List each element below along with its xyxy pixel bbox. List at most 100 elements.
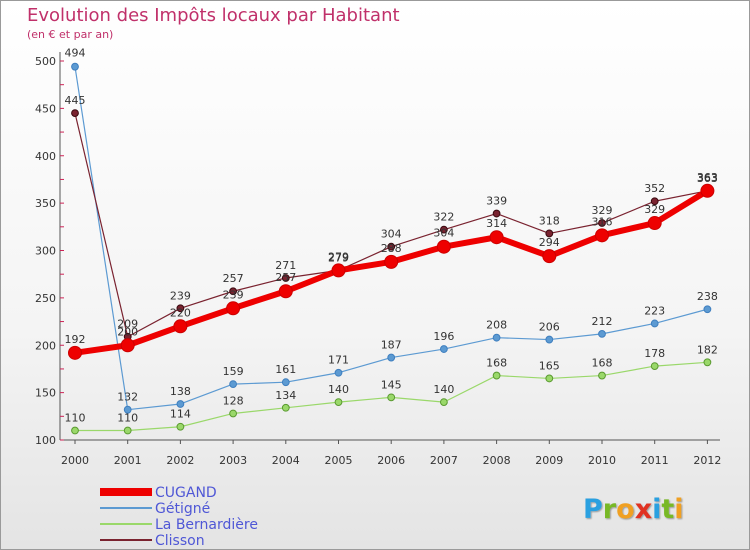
y-tick-label: 450 [35,102,56,115]
data-point-cugand [489,230,504,245]
data-label-g-tign-: 171 [328,354,349,367]
x-tick-label: 2009 [535,454,563,467]
data-point-clisson [387,242,396,251]
data-point-clisson [598,219,606,227]
data-point-cugand [595,228,609,243]
data-label-cugand: 279 [328,250,349,263]
data-point-g-tign- [440,345,448,353]
data-label-cugand: 316 [592,215,613,228]
y-tick-label: 100 [35,434,56,447]
series-line-cugand [72,187,711,356]
y-tick-label: 350 [35,197,56,210]
data-label-cugand: 220 [170,306,191,319]
data-label-la-bernardi-re: 128 [223,394,244,407]
data-label-g-tign-: 238 [697,290,718,303]
data-point-g-tign- [703,305,712,314]
y-tick-label: 200 [35,339,56,352]
data-label-cugand: 294 [539,236,560,249]
data-point-clisson [545,229,554,238]
y-tick-label: 150 [35,387,56,400]
data-label-clisson: 257 [223,272,244,285]
data-label-cugand: 363 [697,171,718,184]
data-label-g-tign-: 132 [117,391,138,404]
x-tick-label: 2000 [61,454,89,467]
data-label-la-bernardi-re: 168 [592,357,613,370]
data-label-clisson: 209 [117,318,138,331]
data-label-g-tign-: 208 [486,319,507,332]
data-point-clisson [176,304,185,313]
data-label-clisson: 322 [433,211,454,224]
data-label-cugand: 200 [117,325,138,338]
data-label-g-tign-: 196 [433,330,454,343]
data-point-g-tign- [545,335,554,344]
y-tick-label: 400 [35,150,56,163]
x-tick-label: 2003 [219,454,247,467]
data-point-la-bernardi-re [334,398,343,407]
data-label-la-bernardi-re: 110 [117,412,138,425]
data-point-cugand [68,345,82,360]
data-point-g-tign- [598,329,606,338]
data-label-la-bernardi-re: 134 [275,389,296,402]
data-label-g-tign-: 212 [592,315,613,328]
data-label-clisson: 271 [275,259,296,272]
data-point-cugand [226,301,241,316]
data-label-la-bernardi-re: 110 [65,412,86,425]
data-label-la-bernardi-re: 114 [170,408,191,421]
proxiti-logo: Proxiti [583,494,684,525]
data-label-cugand: 314 [486,217,507,230]
data-point-la-bernardi-re [545,374,554,383]
data-point-cugand [331,263,346,278]
chart-title: Evolution des Impôts locaux par Habitant [27,5,400,26]
series-line-clisson [74,112,709,338]
data-label-g-tign-: 161 [275,363,296,376]
data-label-la-bernardi-re: 140 [433,383,454,396]
data-label-cugand: 257 [275,271,296,284]
data-point-g-tign- [650,319,659,328]
data-point-la-bernardi-re [71,426,79,435]
data-label-clisson: 239 [170,289,191,302]
x-tick-label: 2012 [693,454,721,467]
data-point-cugand [384,254,399,269]
data-label-la-bernardi-re: 165 [539,359,560,372]
data-label-clisson: 363 [697,172,718,185]
data-label-g-tign-: 159 [223,365,244,378]
data-point-g-tign- [334,368,343,377]
legend-label-la-bernardi-re: La Bernardière [155,517,258,533]
data-point-g-tign- [176,400,185,408]
data-point-clisson [650,197,659,206]
data-label-clisson: 352 [644,182,665,195]
data-label-cugand: 329 [644,203,665,216]
data-label-clisson: 339 [486,195,507,208]
legend-label-clisson: Clisson [155,533,205,549]
data-point-la-bernardi-re [387,393,396,402]
data-label-g-tign-: 206 [539,321,560,334]
x-tick-label: 2006 [377,454,405,467]
legend-label-g-tign-: Gétigné [155,501,210,517]
data-label-cugand: 288 [381,242,402,255]
data-point-g-tign- [123,405,132,414]
data-point-la-bernardi-re [281,403,290,412]
data-point-la-bernardi-re [492,371,501,380]
data-label-clisson: 318 [539,214,560,227]
data-point-clisson [229,287,238,296]
data-point-la-bernardi-re [650,362,659,370]
x-tick-label: 2002 [166,454,194,467]
data-point-clisson [440,225,448,234]
data-label-la-bernardi-re: 182 [697,343,718,356]
data-point-la-bernardi-re [703,358,712,367]
data-label-g-tign-: 187 [381,339,402,352]
data-point-g-tign- [492,333,501,342]
x-tick-label: 2011 [641,454,669,467]
data-point-g-tign- [229,380,238,388]
data-point-g-tign- [281,378,290,387]
data-label-la-bernardi-re: 168 [486,357,507,370]
data-point-clisson [492,209,501,218]
data-point-cugand [278,284,293,299]
x-tick-label: 2007 [430,454,458,467]
data-label-g-tign-: 494 [65,47,86,60]
y-tick-label: 500 [35,55,56,68]
data-point-clisson [71,109,79,118]
data-point-g-tign- [387,353,396,362]
svg-text:Proxiti: Proxiti [583,494,684,525]
